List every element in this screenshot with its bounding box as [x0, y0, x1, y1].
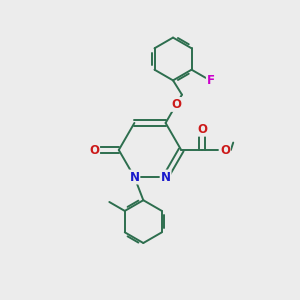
Text: O: O [197, 123, 207, 136]
Text: N: N [160, 170, 171, 184]
Text: O: O [89, 143, 99, 157]
Text: F: F [207, 74, 215, 87]
Text: O: O [171, 98, 181, 111]
Text: N: N [129, 170, 140, 184]
Text: O: O [220, 143, 230, 157]
